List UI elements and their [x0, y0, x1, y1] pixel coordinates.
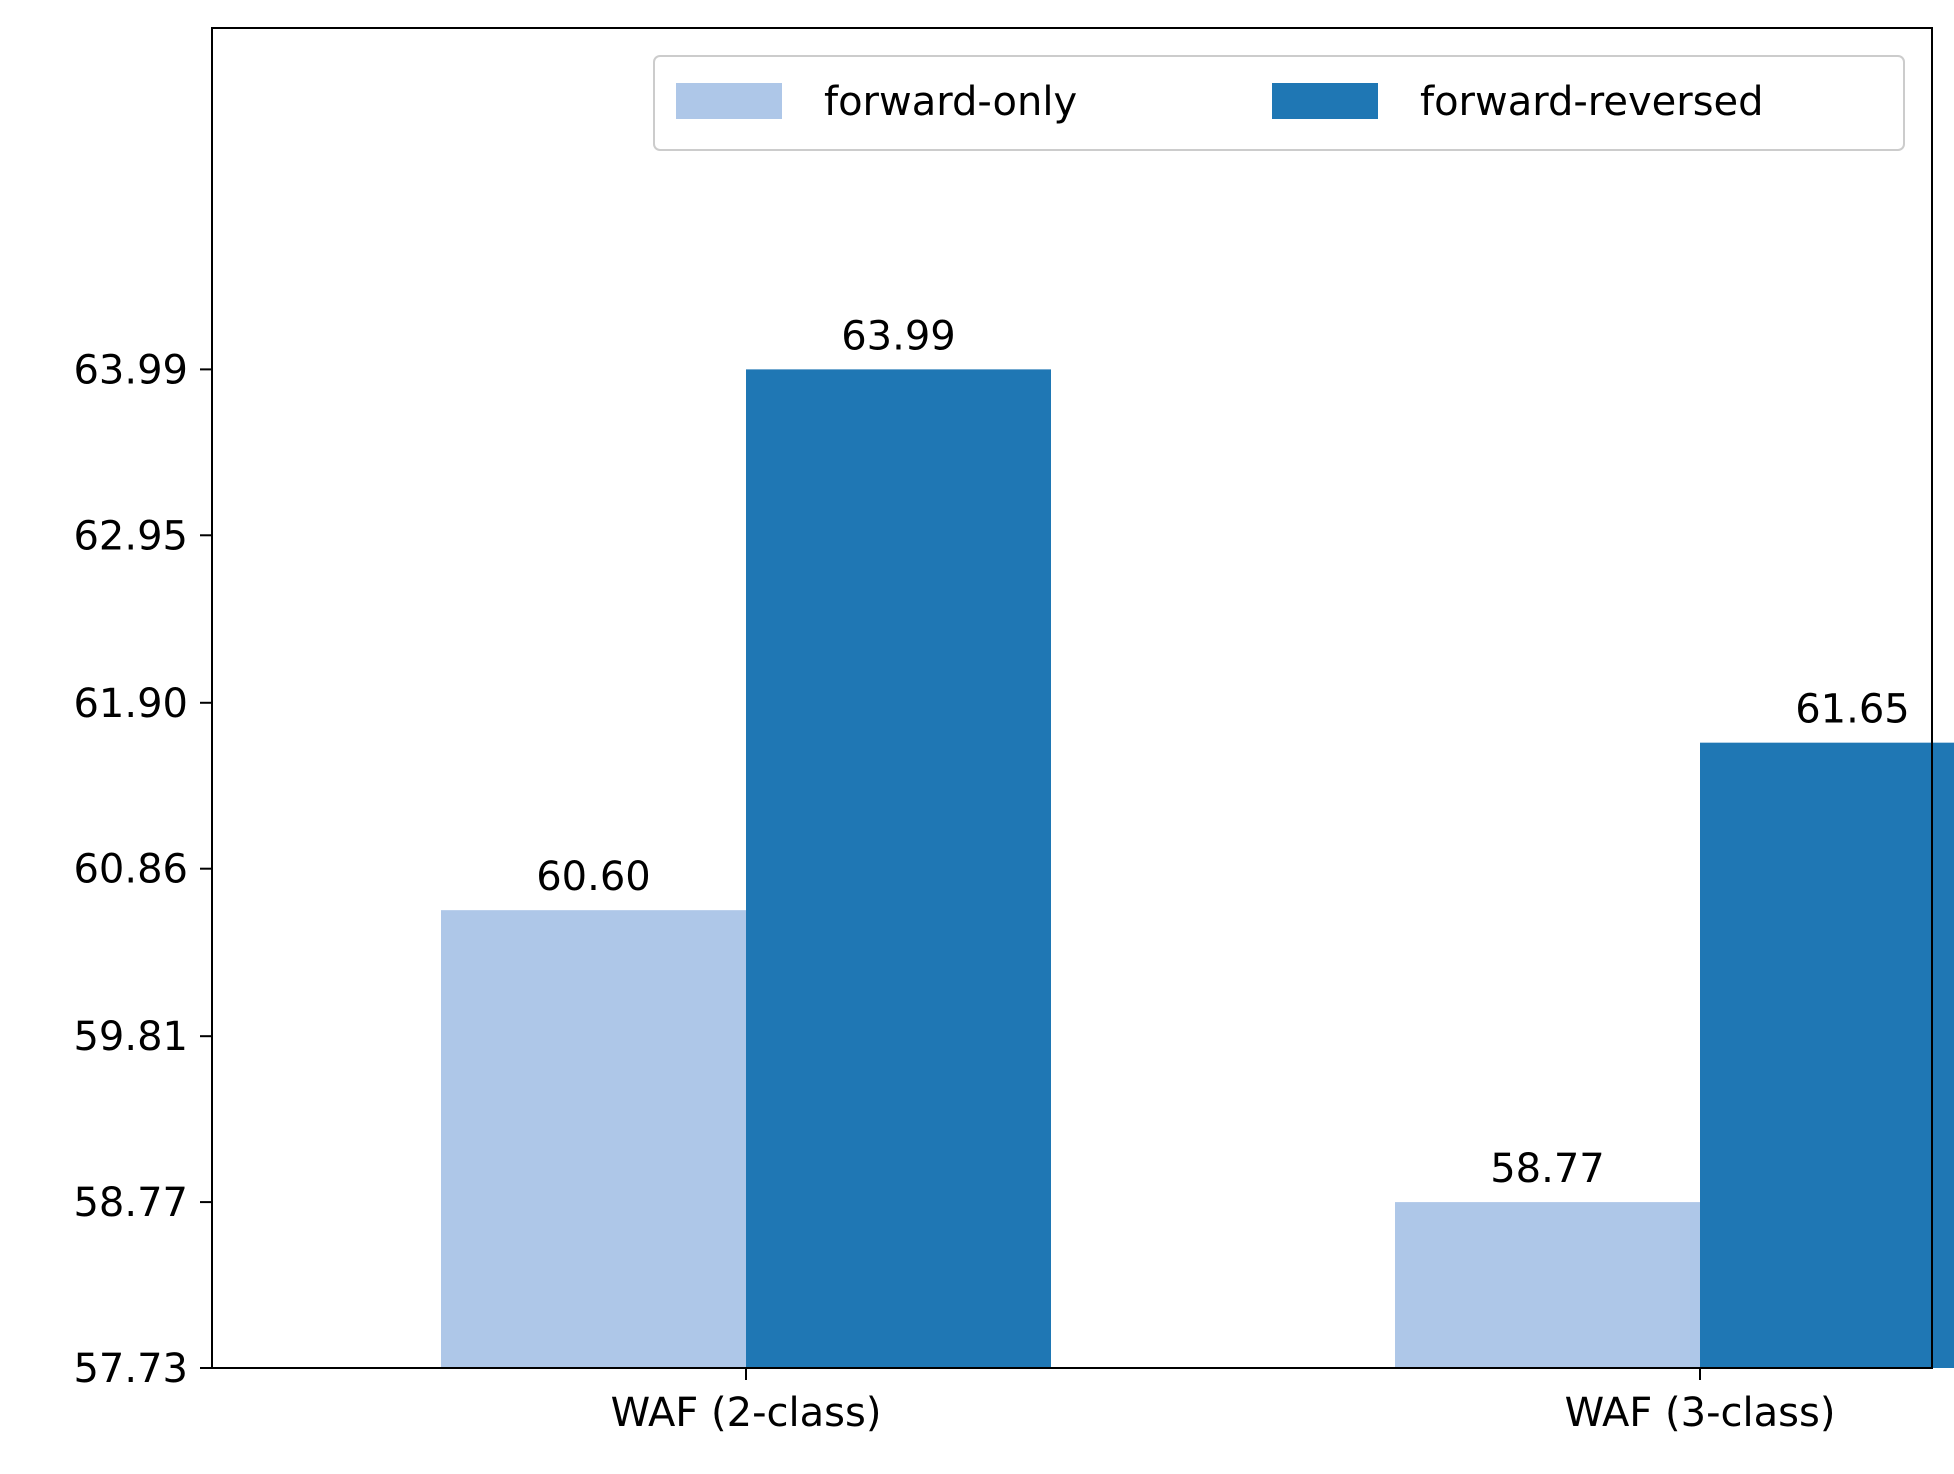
plot-frame: [211, 27, 1933, 1369]
y-tick-label-4: 60.86: [73, 847, 188, 893]
bar-forward-reversed-2: [1700, 742, 1954, 1368]
x-axis: WAF (2-class) WAF (3-class): [611, 1368, 1836, 1436]
y-tick-label-6: 62.95: [73, 513, 188, 559]
legend-label-forward-reversed: forward-reversed: [1420, 79, 1764, 125]
data-label-forward-only-1: 60.60: [536, 854, 651, 900]
y-tick-label-2: 58.77: [73, 1180, 188, 1226]
x-tick-label-2: WAF (3-class): [1565, 1390, 1836, 1436]
y-tick-label-1: 57.73: [73, 1346, 188, 1392]
bars-layer: [441, 369, 1954, 1368]
y-tick-label-5: 61.90: [73, 681, 188, 727]
x-tick-label-1: WAF (2-class): [611, 1390, 882, 1436]
y-axis: 57.73 58.77 59.81 60.86 61.90 62.95 63.99: [73, 347, 212, 1392]
bar-forward-reversed-1: [746, 369, 1051, 1368]
legend-label-forward-only: forward-only: [824, 79, 1077, 125]
y-tick-label-3: 59.81: [73, 1014, 188, 1060]
y-tick-label-7: 63.99: [73, 347, 188, 393]
data-label-forward-only-2: 58.77: [1490, 1146, 1605, 1192]
bar-forward-only-1: [441, 910, 746, 1368]
data-labels-layer: 60.60 58.77 63.99 61.65: [536, 313, 1910, 1192]
bar-forward-only-2: [1395, 1202, 1700, 1368]
data-label-forward-reversed-2: 61.65: [1795, 687, 1910, 733]
legend: forward-only forward-reversed: [653, 55, 1905, 151]
legend-swatch-forward-only: [676, 83, 782, 119]
legend-swatch-forward-reversed: [1272, 83, 1378, 119]
data-label-forward-reversed-1: 63.99: [841, 313, 956, 359]
